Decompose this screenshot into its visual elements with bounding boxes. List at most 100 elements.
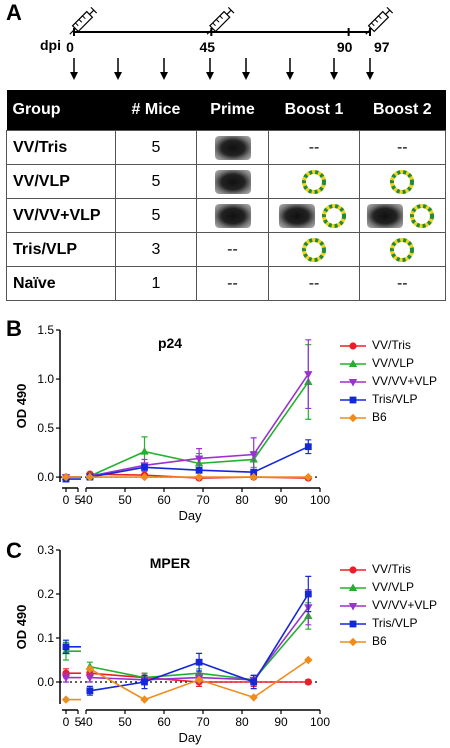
vlp-particle-icon	[387, 167, 417, 197]
boost1-cell	[268, 164, 360, 199]
header-boost1: Boost 1	[268, 90, 360, 131]
vaccinia-virus-icon	[367, 203, 404, 228]
y-tick-label: 1.0	[37, 372, 54, 386]
y-tick-label: 0.3	[37, 543, 54, 557]
series-b6	[61, 655, 313, 704]
panel-label-b: B	[6, 316, 22, 341]
y-tick-label: 1.5	[37, 323, 54, 337]
p24-chart	[56, 329, 321, 492]
data-point	[349, 620, 357, 628]
x-tick-label: 5	[75, 715, 82, 729]
boost1-cell	[268, 198, 360, 233]
legend-label: VV/VLP	[372, 580, 415, 594]
data-point	[140, 472, 149, 482]
data-point	[304, 655, 313, 665]
mice-count-cell: 1	[115, 266, 197, 301]
series-vv-vv-vlp	[61, 589, 313, 685]
vlp-particle-icon	[299, 167, 329, 197]
data-point	[304, 371, 313, 379]
x-tick-label: 80	[235, 493, 249, 507]
legend-label: VV/Tris	[372, 338, 411, 352]
data-point	[250, 468, 258, 476]
legend-p24: VV/Tris VV/VLP VV/VV+VLP Tris/VLP B6	[338, 336, 437, 426]
data-point	[194, 455, 204, 463]
table-header-row: Group # Mice Prime Boost 1 Boost 2	[6, 90, 446, 131]
data-point	[61, 695, 71, 704]
timeline-tick-label: 0	[66, 39, 74, 55]
data-point	[194, 668, 204, 677]
header-prime: Prime	[196, 90, 269, 131]
timeline-tick-label: 90	[337, 39, 353, 55]
arrow-head	[330, 72, 338, 80]
x-tick-label: 90	[274, 715, 288, 729]
mice-count-cell: 3	[115, 232, 197, 267]
boost2-cell: --	[358, 266, 447, 301]
table-row: Naïve 1 -- -- --	[5, 266, 447, 301]
mice-count-cell: 5	[115, 130, 197, 165]
legend-item: VV/VV+VLP	[338, 596, 437, 614]
legend-swatch	[340, 378, 366, 387]
arrow-head	[70, 72, 78, 80]
arrow-head	[206, 72, 214, 80]
x-tick-label: 70	[196, 493, 210, 507]
chart-title: p24	[158, 335, 182, 351]
series-vv-vlp	[61, 602, 313, 685]
data-point	[348, 637, 358, 647]
header-mice: # Mice	[115, 90, 197, 131]
data-point	[348, 413, 358, 423]
chart-title: MPER	[150, 555, 190, 571]
group-name-cell: Tris/VLP	[5, 232, 117, 267]
x-tick-label: 100	[310, 715, 330, 729]
vaccinia-virus-icon	[214, 169, 251, 194]
data-point	[194, 675, 204, 684]
x-tick-label: 80	[235, 715, 249, 729]
legend-item: VV/VV+VLP	[338, 372, 437, 390]
data-point	[349, 566, 357, 574]
vlp-particle-icon	[299, 235, 329, 265]
series-b6	[61, 472, 313, 482]
boost2-cell: --	[358, 130, 447, 165]
arrow-head	[286, 72, 294, 80]
data-point	[349, 396, 357, 404]
vaccinia-virus-icon	[279, 203, 316, 228]
data-point	[304, 678, 312, 686]
y-tick-label: 0.0	[37, 470, 54, 484]
data-point	[86, 687, 94, 695]
x-tick-label: 0	[63, 493, 70, 507]
boost2-cell	[358, 198, 447, 233]
table-row: VV/Tris 5 -- --	[5, 130, 447, 165]
x-tick-label: 50	[118, 493, 132, 507]
data-point	[348, 359, 358, 367]
y-tick-label: 0.5	[37, 421, 54, 435]
data-point	[348, 378, 358, 387]
y-tick-label: 0.0	[37, 675, 54, 689]
legend-item: VV/Tris	[338, 336, 437, 354]
data-point	[141, 463, 148, 471]
x-axis-label: Day	[178, 508, 202, 523]
group-name-cell: VV/Tris	[5, 130, 117, 165]
x-tick-label: 5	[75, 493, 82, 507]
legend-swatch	[340, 359, 366, 367]
x-tick-label: 50	[118, 715, 132, 729]
arrow-head	[114, 72, 122, 80]
data-point	[348, 602, 358, 611]
group-name-cell: VV/VV+VLP	[5, 198, 117, 233]
prime-cell: --	[195, 266, 270, 301]
data-point	[348, 583, 358, 591]
panel-label-a: A	[6, 0, 22, 25]
legend-item: B6	[338, 632, 437, 650]
data-point	[304, 590, 312, 598]
legend-swatch	[340, 602, 366, 611]
x-tick-label: 60	[157, 715, 171, 729]
y-tick-label: 0.2	[37, 587, 54, 601]
y-tick-label: 0.1	[37, 631, 54, 645]
legend-label: VV/VV+VLP	[372, 598, 438, 612]
legend-item: VV/Tris	[338, 560, 437, 578]
legend-mper: VV/Tris VV/VLP VV/VV+VLP Tris/VLP B6	[338, 560, 437, 650]
boost2-cell	[358, 232, 447, 267]
x-axis-label: Day	[178, 730, 202, 745]
vaccinia-virus-icon	[214, 203, 251, 228]
series-vv-vv-vlp	[61, 339, 313, 482]
data-point	[85, 664, 95, 673]
